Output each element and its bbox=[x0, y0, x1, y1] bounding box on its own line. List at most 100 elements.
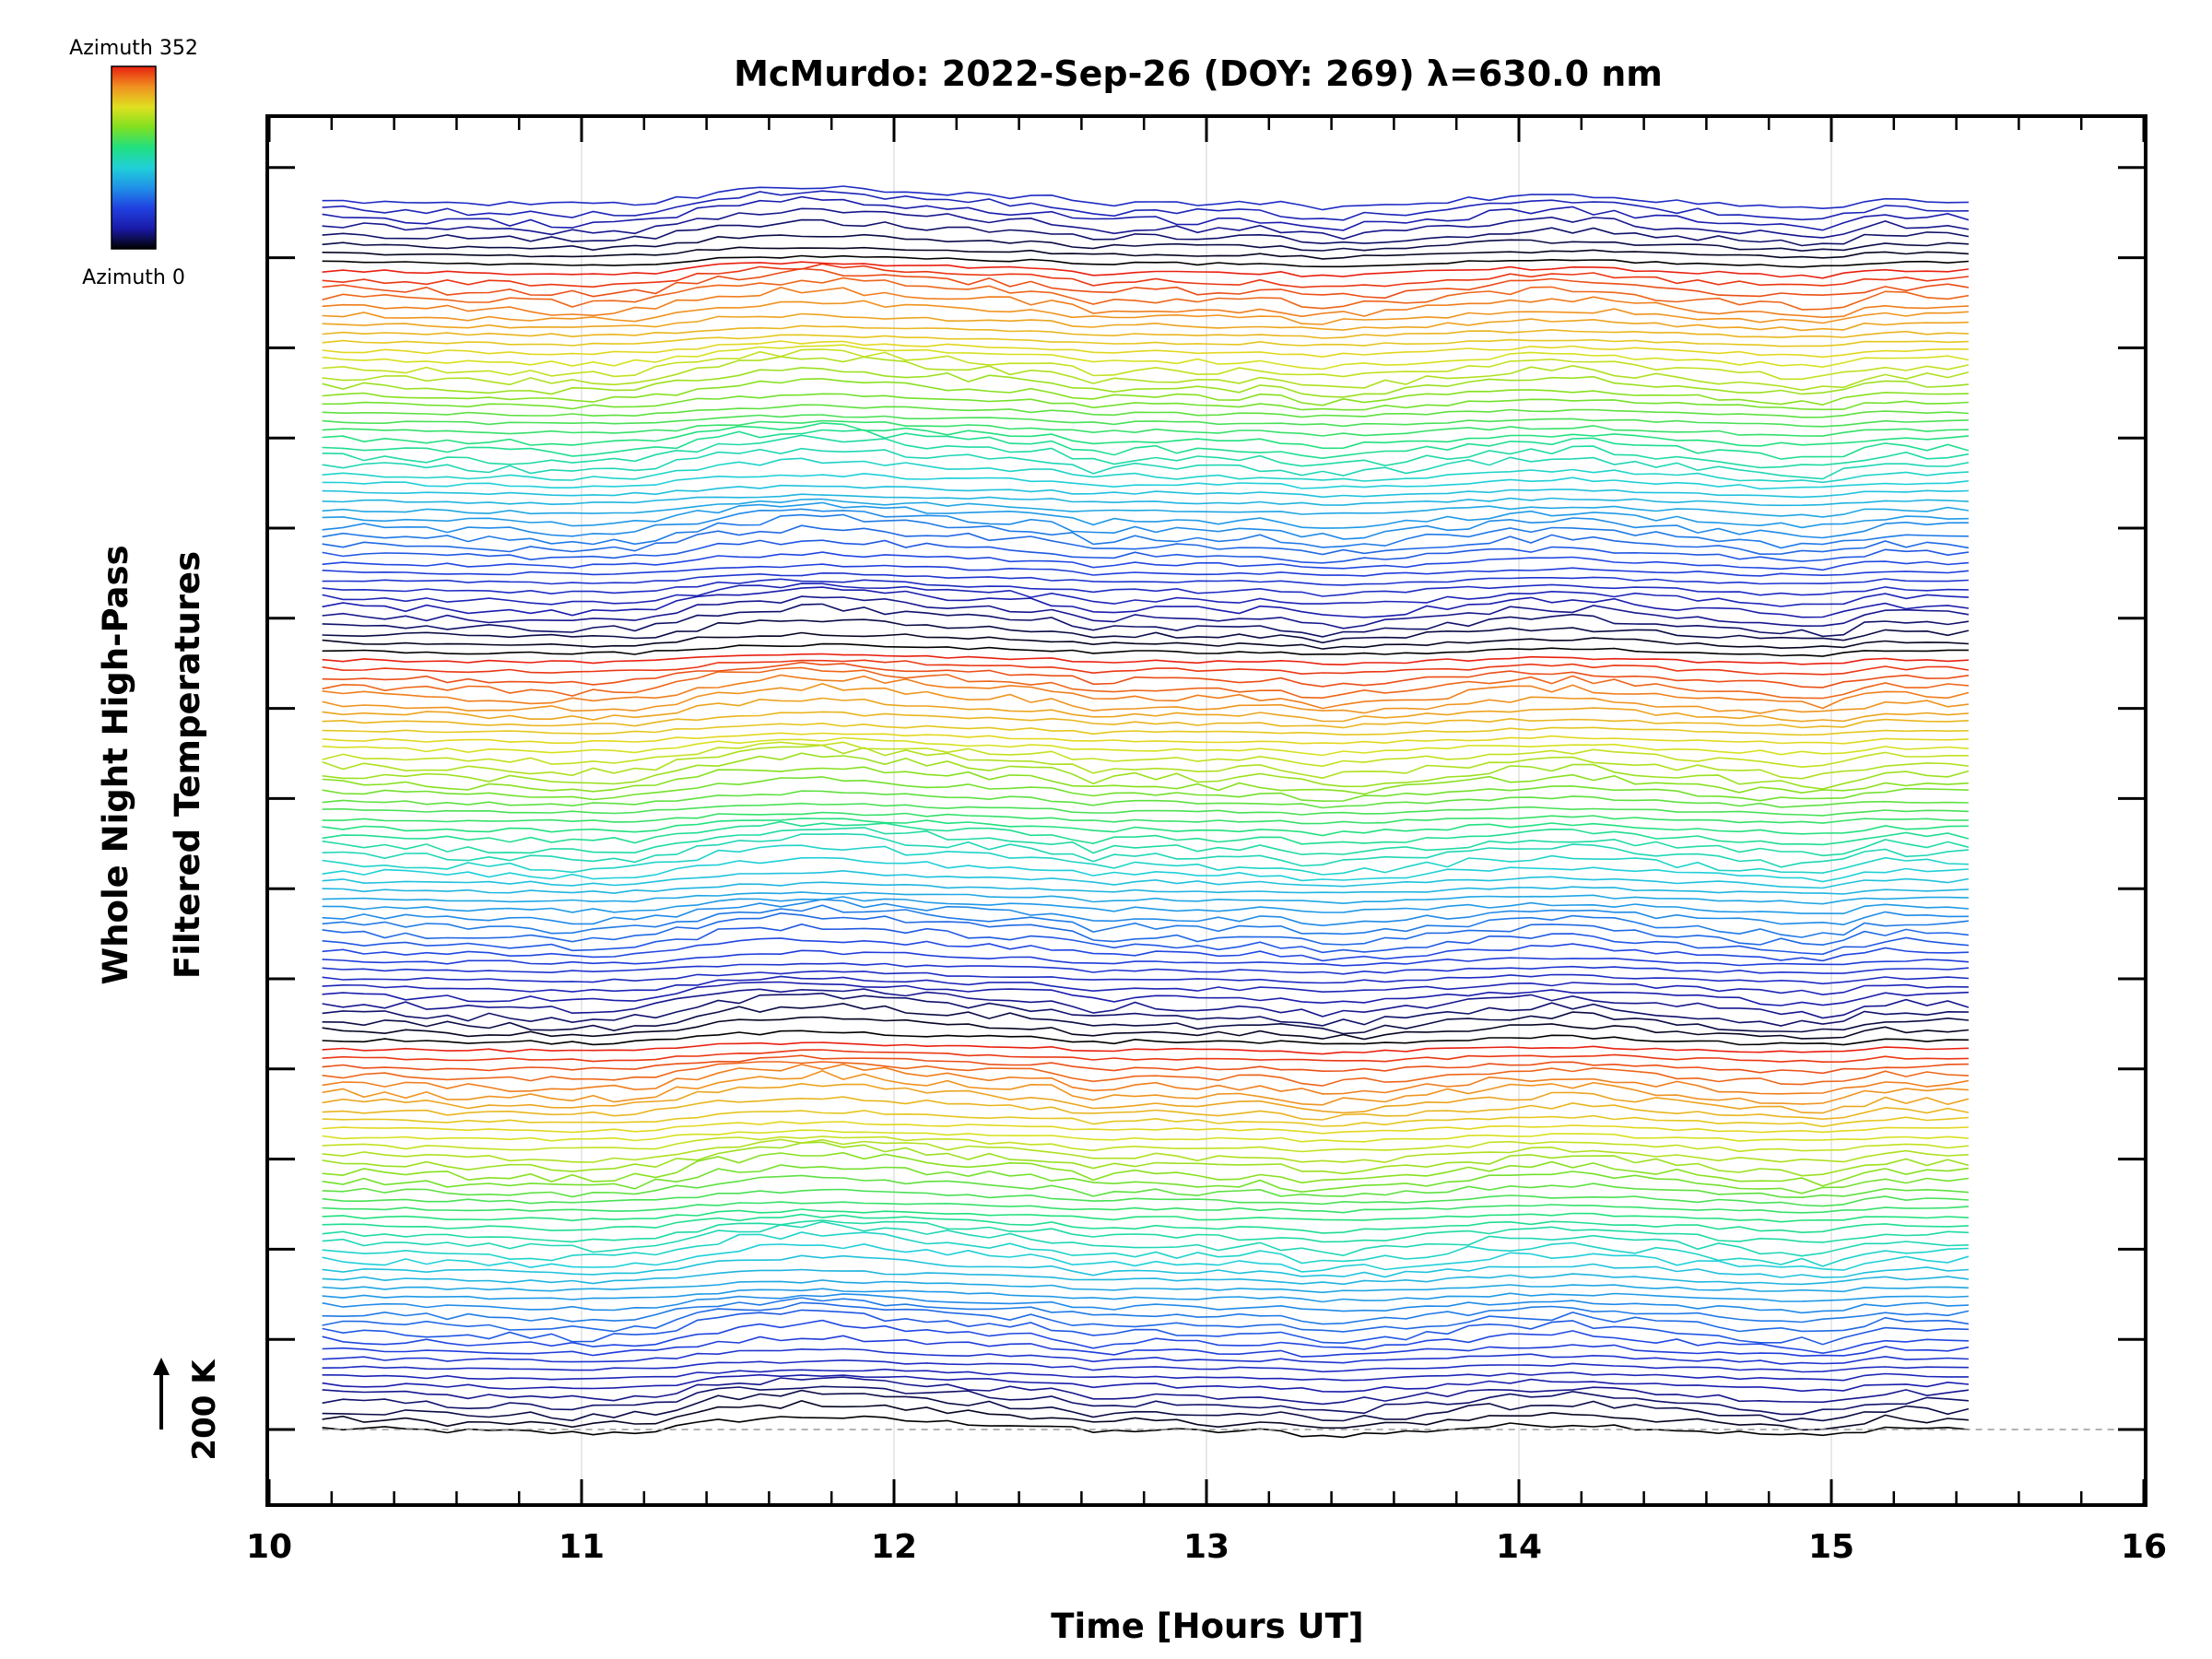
trace-line bbox=[322, 1049, 1969, 1064]
trace-line bbox=[322, 263, 1969, 288]
trace-line bbox=[322, 818, 1969, 837]
trace-line bbox=[322, 923, 1969, 956]
trace-line bbox=[322, 674, 1970, 710]
trace-line bbox=[322, 493, 1969, 507]
trace-line bbox=[322, 340, 1969, 359]
trace-line bbox=[322, 970, 1969, 985]
scale-arrow-head bbox=[153, 1358, 170, 1375]
x-tick-label: 11 bbox=[559, 1528, 605, 1566]
trace-line bbox=[322, 1016, 1969, 1041]
trace-line bbox=[322, 653, 1969, 666]
trace-line bbox=[322, 1208, 1969, 1223]
trace-line bbox=[322, 457, 1969, 484]
trace-line bbox=[322, 190, 1969, 221]
x-tick-label: 16 bbox=[2121, 1528, 2167, 1566]
y-axis-label-line2: Filtered Temperatures bbox=[168, 551, 207, 979]
trace-line bbox=[322, 1138, 1969, 1163]
trace-line bbox=[322, 393, 1969, 411]
trace-line bbox=[322, 324, 1969, 339]
trace-line bbox=[322, 1376, 1970, 1406]
trace-line bbox=[322, 1129, 1969, 1143]
trace-line bbox=[322, 1030, 1969, 1046]
trace-line bbox=[322, 811, 1969, 825]
trace-line bbox=[322, 1151, 1970, 1187]
trace-line bbox=[322, 856, 1969, 883]
colorbar-gradient bbox=[111, 65, 157, 250]
trace-line bbox=[322, 582, 1969, 607]
trace-line bbox=[322, 1082, 1970, 1114]
trace-line bbox=[322, 776, 1969, 803]
trace-line bbox=[322, 949, 1969, 967]
colorbar-bottom-label: Azimuth 0 bbox=[82, 266, 185, 289]
trace-line bbox=[322, 1335, 1970, 1358]
trace-line bbox=[322, 802, 1969, 817]
x-tick-label: 13 bbox=[1183, 1528, 1230, 1566]
trace-line bbox=[322, 404, 1969, 418]
trace-line bbox=[322, 1288, 1969, 1303]
trace-line bbox=[322, 501, 1969, 529]
trace-line bbox=[322, 287, 1969, 319]
trace-line bbox=[322, 1254, 1969, 1278]
trace-line bbox=[322, 912, 1969, 947]
trace-line bbox=[322, 1242, 1970, 1273]
trace-line bbox=[322, 195, 1970, 231]
trace-line bbox=[322, 508, 1969, 540]
trace-line bbox=[322, 937, 1969, 962]
trace-line bbox=[322, 736, 1969, 757]
trace-line bbox=[322, 356, 1970, 392]
trace-line bbox=[322, 233, 1969, 253]
trace-line bbox=[322, 766, 1969, 795]
y-axis-label-line1: Whole Night High-Pass bbox=[96, 545, 135, 984]
trace-line bbox=[322, 348, 1970, 381]
trace-line bbox=[322, 1279, 1969, 1294]
trace-line bbox=[322, 744, 1969, 780]
trace-line bbox=[322, 207, 1970, 241]
trace-line bbox=[322, 586, 1970, 618]
trace-line bbox=[322, 524, 1970, 556]
trace-line bbox=[322, 434, 1970, 469]
trace-line bbox=[322, 752, 1970, 790]
trace-line bbox=[322, 1188, 1969, 1207]
x-tick-label: 12 bbox=[871, 1528, 917, 1566]
y-axis-ticks bbox=[269, 166, 2144, 1431]
trace-line bbox=[322, 1096, 1970, 1121]
trace-line bbox=[322, 661, 1970, 688]
trace-line bbox=[322, 1309, 1969, 1346]
trace-line bbox=[322, 1110, 1969, 1128]
trace-line bbox=[322, 419, 1969, 437]
trace-line bbox=[322, 1070, 1969, 1106]
trace-line bbox=[322, 422, 1969, 450]
trace-line bbox=[322, 484, 1969, 499]
trace-line bbox=[322, 344, 1970, 371]
trace-line bbox=[322, 578, 1969, 597]
trace-line bbox=[322, 595, 1970, 629]
trace-line bbox=[322, 881, 1969, 895]
trace-line bbox=[322, 896, 1969, 915]
trace-line bbox=[322, 1141, 1970, 1177]
trace-line bbox=[322, 820, 1970, 846]
trace-line bbox=[322, 603, 1970, 638]
trace-line bbox=[322, 1220, 1969, 1257]
trace-line bbox=[322, 832, 1969, 868]
trace-line bbox=[322, 571, 1969, 586]
trace-line bbox=[322, 267, 1970, 300]
trace-line bbox=[322, 975, 1969, 996]
trace-line bbox=[322, 732, 1969, 745]
trace-line bbox=[322, 682, 1969, 714]
trace-line bbox=[322, 563, 1969, 577]
trace-line bbox=[322, 981, 1969, 1006]
trace-line bbox=[322, 1041, 1969, 1055]
trace-line bbox=[322, 1415, 1969, 1439]
plot-frame bbox=[265, 114, 2147, 1507]
trace-line bbox=[322, 1054, 1969, 1075]
trace-line bbox=[322, 1201, 1969, 1214]
trace-line bbox=[322, 414, 1969, 428]
trace-line bbox=[322, 642, 1969, 657]
trace-line bbox=[322, 844, 1969, 876]
trace-line bbox=[322, 666, 1969, 700]
trace-line bbox=[322, 891, 1969, 905]
trace-line bbox=[322, 827, 1970, 857]
trace-line bbox=[322, 1400, 1969, 1431]
colorbar: Azimuth 352 Azimuth 0 bbox=[69, 37, 198, 289]
trace-line bbox=[322, 1061, 1969, 1087]
